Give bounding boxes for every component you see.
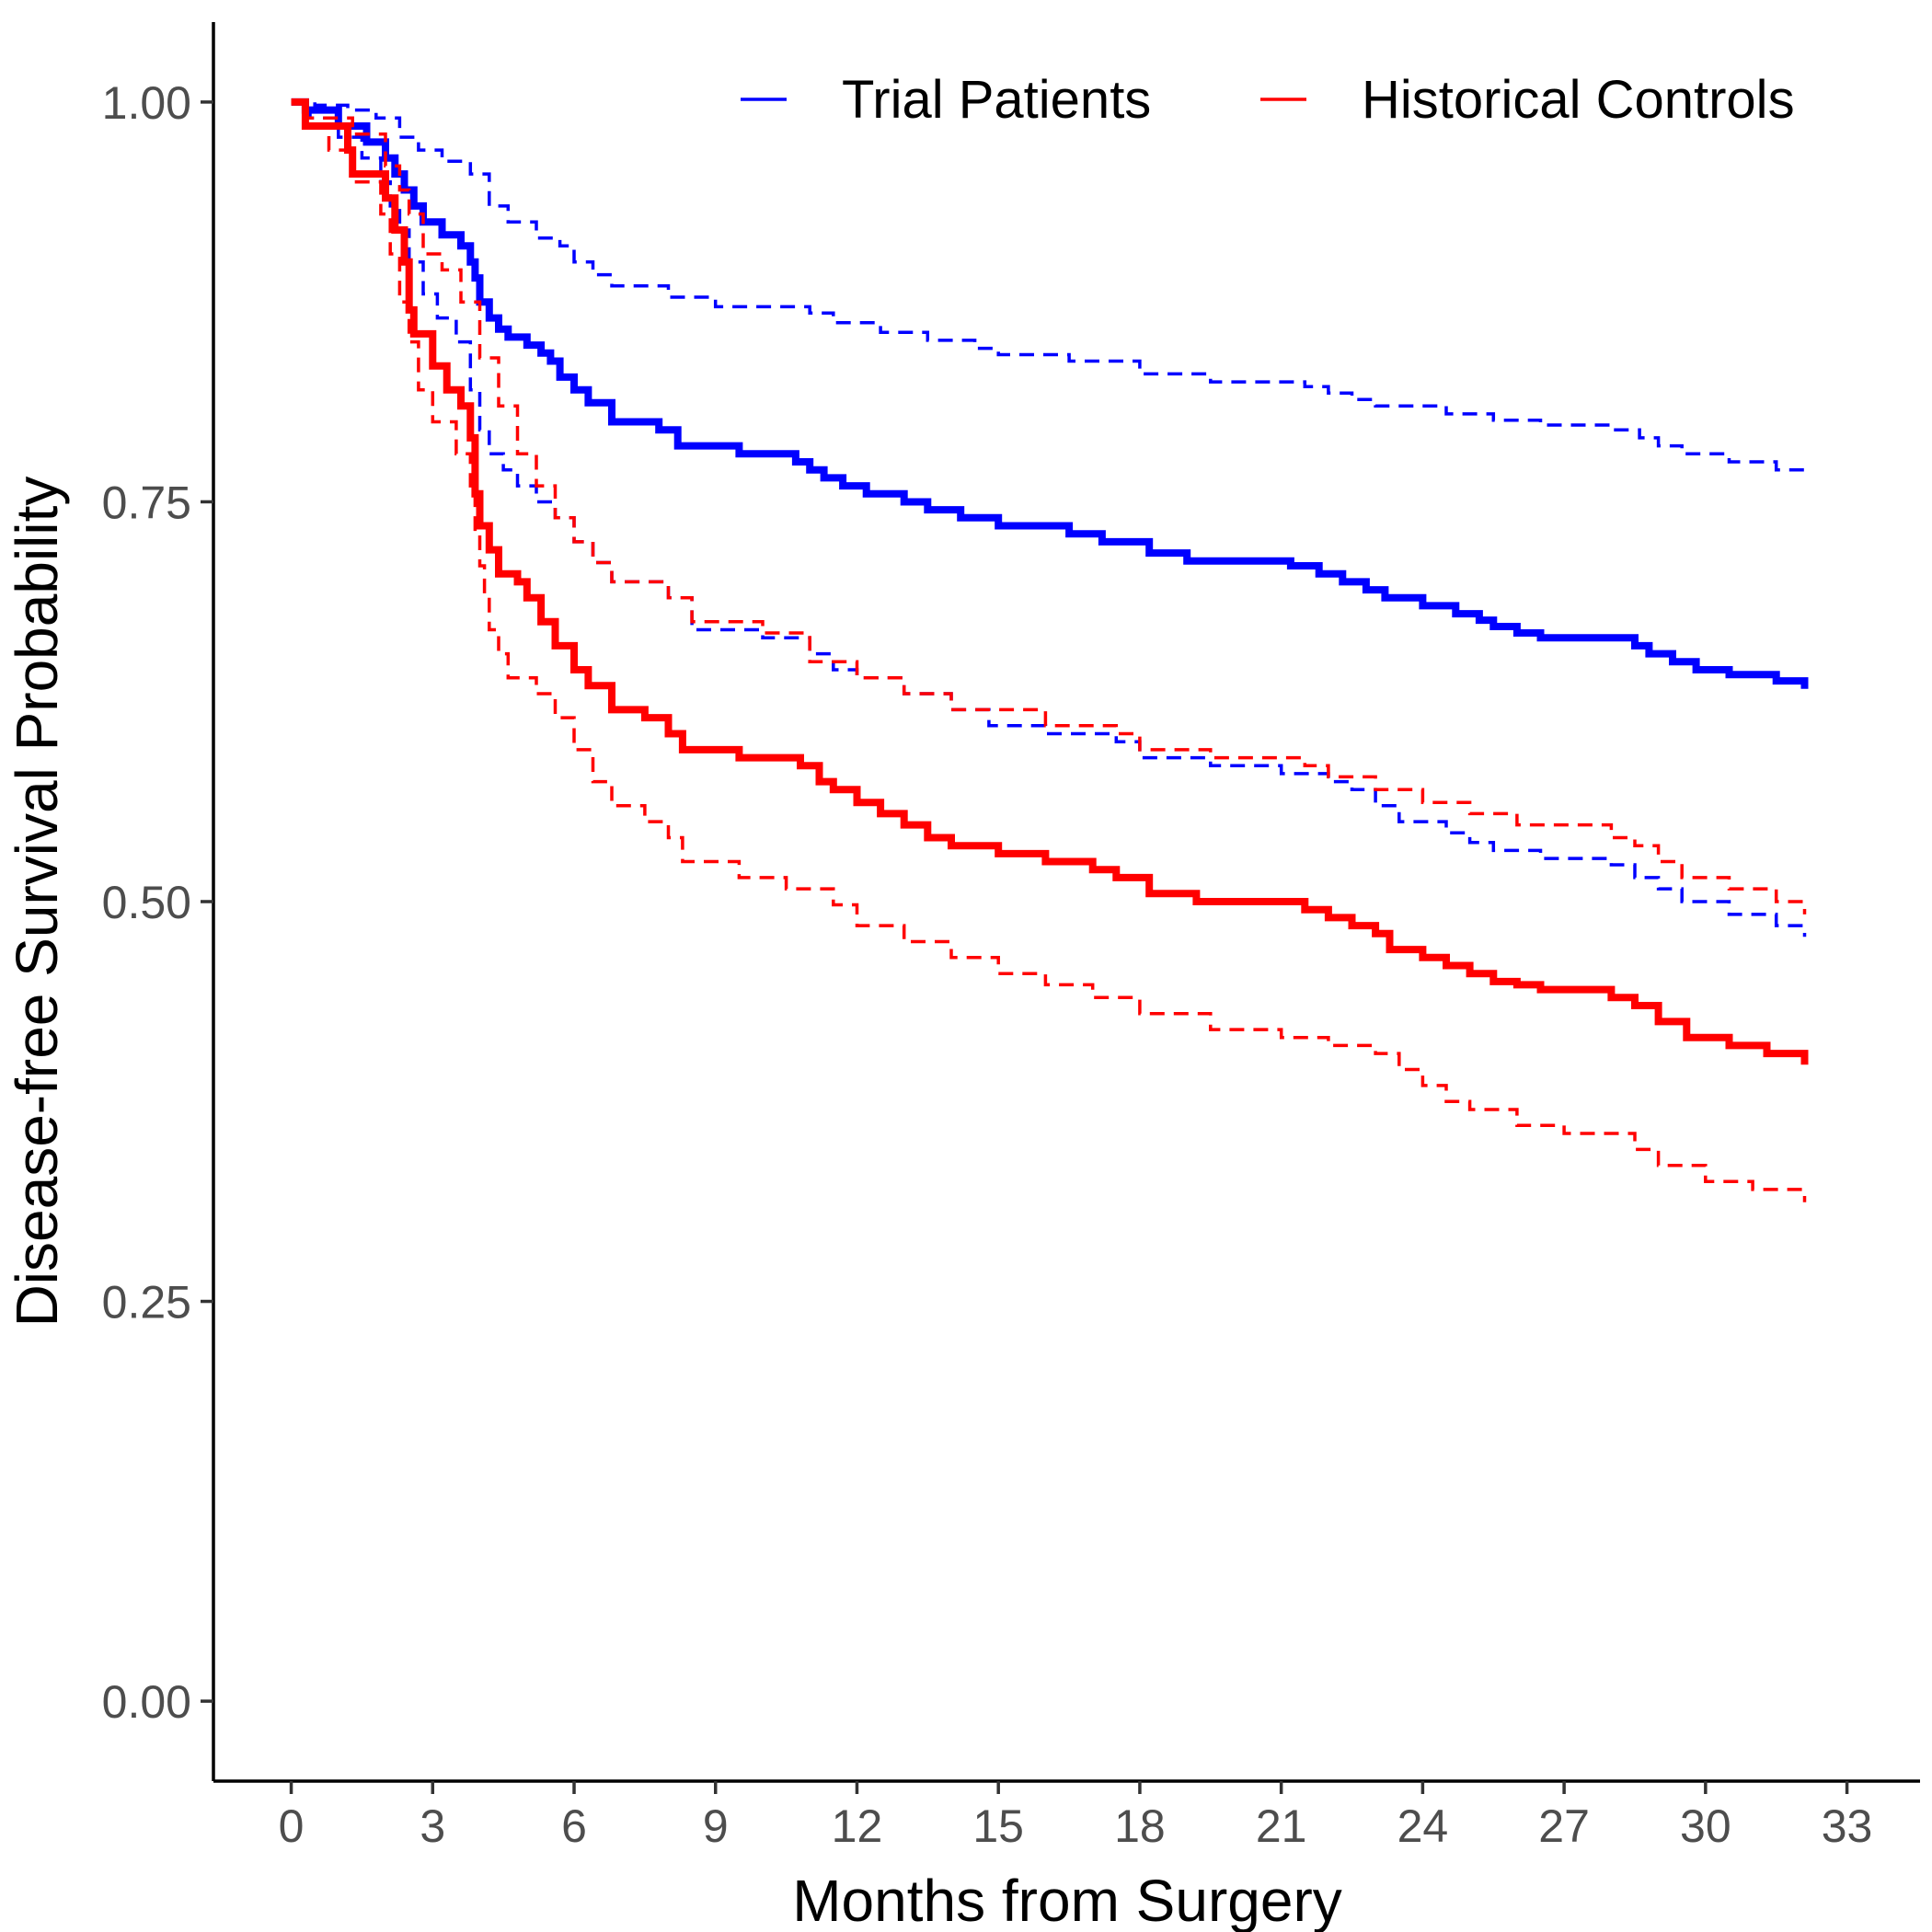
y-ticks: 0.00 0.25 0.50 0.75 1.00 xyxy=(102,77,213,1728)
y-tick-label: 1.00 xyxy=(102,77,191,129)
x-tick-label: 3 xyxy=(420,1800,445,1852)
x-tick-label: 24 xyxy=(1397,1800,1449,1852)
x-tick-label: 6 xyxy=(561,1800,587,1852)
y-axis-title: Disease-free Survival Probability xyxy=(4,477,70,1328)
x-tick-label: 12 xyxy=(832,1800,883,1852)
x-tick-label: 0 xyxy=(279,1800,305,1852)
y-tick-label: 0.75 xyxy=(102,477,191,528)
x-tick-label: 27 xyxy=(1538,1800,1590,1852)
historical-controls-lower-ci-line xyxy=(291,100,1807,1202)
x-tick-label: 9 xyxy=(703,1800,729,1852)
plot-lines xyxy=(291,98,1809,1202)
trial-patients-lower-ci-line xyxy=(291,100,1807,937)
historical-controls-survival-line xyxy=(291,98,1809,1065)
trial-patients-upper-ci-line xyxy=(291,100,1807,478)
y-tick-label: 0.25 xyxy=(102,1277,191,1328)
legend-label-historical-controls: Historical Controls xyxy=(1362,70,1795,130)
x-tick-label: 30 xyxy=(1680,1800,1731,1852)
x-tick-label: 21 xyxy=(1256,1800,1307,1852)
y-tick-label: 0.50 xyxy=(102,877,191,928)
trial-patients-survival-line xyxy=(291,98,1809,689)
x-ticks: 0 3 6 9 12 15 18 21 24 27 30 33 xyxy=(279,1781,1873,1852)
x-tick-label: 33 xyxy=(1822,1800,1873,1852)
x-tick-label: 15 xyxy=(972,1800,1024,1852)
x-tick-label: 18 xyxy=(1114,1800,1166,1852)
y-tick-label: 0.00 xyxy=(102,1676,191,1728)
legend-label-trial-patients: Trial Patients xyxy=(842,70,1151,130)
legend: Trial Patients Historical Controls xyxy=(741,70,1795,130)
x-axis-title: Months from Surgery xyxy=(792,1868,1342,1932)
historical-controls-upper-ci-line xyxy=(291,100,1807,914)
